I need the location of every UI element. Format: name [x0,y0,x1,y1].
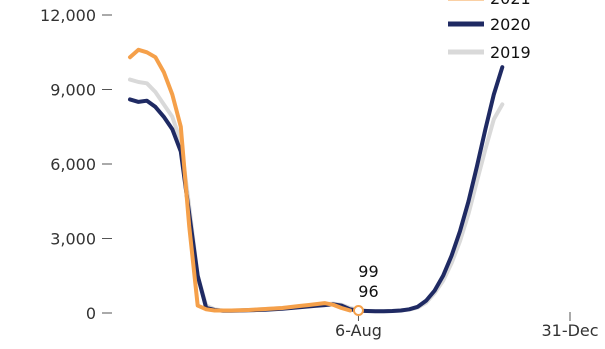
marker-2021 [352,305,364,317]
y-tick-label: 6,000 [50,155,96,174]
annotation-label: 99 [358,262,378,281]
x-tick-label: 31-Dec [541,321,598,340]
annotation-label: 96 [358,282,378,301]
series-lines [128,47,505,314]
x-tick-label: 6-Aug [335,321,382,340]
legend-label-2019: 2019 [490,43,531,62]
legend-label-2021: 2021 [490,0,531,8]
y-tick-label: 9,000 [50,81,96,100]
y-tick-label: 3,000 [50,230,96,249]
legend-label-2020: 2020 [490,15,531,34]
y-tick-label: 0 [86,304,96,323]
y-axis: 0 3,000 6,000 9,000 12,000 [40,6,112,323]
y-tick-label: 12,000 [40,6,96,25]
legend: 2021 2020 2019 [448,0,531,62]
x-axis: 6-Aug 31-Dec [335,312,599,340]
series-line-2021 [128,47,352,313]
